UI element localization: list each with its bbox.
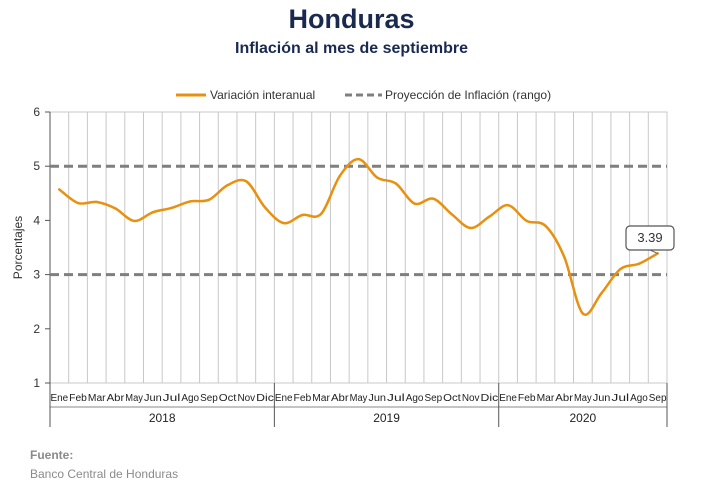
x-tick-label: Mar (88, 393, 106, 404)
data-point (226, 183, 229, 187)
data-point (207, 198, 211, 202)
data-point (581, 312, 585, 315)
x-tick-label: Jul (611, 393, 629, 404)
plot-frame (49, 111, 668, 384)
x-tick-label: Ene (275, 393, 293, 404)
y-tick-label: 4 (33, 213, 40, 227)
x-tick-label: Feb (518, 393, 536, 404)
x-tick-label: Jun (144, 393, 162, 404)
x-tick-label: May (125, 393, 143, 404)
year-label: 2018 (149, 411, 176, 425)
data-point (319, 212, 323, 216)
data-point (413, 202, 416, 205)
data-point (469, 226, 472, 230)
annotation-box (625, 225, 675, 251)
x-tick-label: Sep (649, 393, 667, 404)
data-point (301, 213, 304, 217)
data-point (619, 267, 622, 271)
y-tick-label: 6 (33, 105, 40, 119)
y-tick-label: 2 (33, 322, 40, 336)
x-tick-label: Abr (107, 393, 125, 404)
x-tick-label: Jun (368, 393, 386, 404)
x-tick-label: Ene (499, 393, 517, 404)
data-point (637, 262, 641, 265)
y-axis-label: Porcentajes (11, 216, 25, 279)
chart-subtitle: Inflación al mes de septiembre (235, 40, 468, 57)
data-point (600, 291, 603, 295)
y-tick-label: 5 (33, 159, 40, 173)
data-point (506, 204, 510, 207)
data-point (170, 206, 173, 210)
data-point (432, 197, 435, 200)
x-tick-label: May (574, 393, 592, 404)
x-tick-label: Sep (200, 393, 218, 404)
data-point (525, 219, 528, 223)
data-point (245, 180, 248, 183)
data-point (58, 188, 61, 191)
data-point (394, 182, 398, 185)
data-point (357, 157, 360, 161)
year-label: 2019 (373, 411, 400, 425)
x-tick-label: Ene (51, 393, 69, 404)
data-point (562, 255, 566, 258)
data-point (282, 221, 285, 225)
data-point (114, 207, 117, 210)
x-tick-label: Oct (219, 393, 237, 404)
x-tick-label: Jun (593, 393, 611, 404)
x-tick-label: Dic (481, 393, 499, 404)
data-point (544, 224, 547, 228)
x-tick-label: Jul (387, 393, 405, 404)
chart-title: Honduras (288, 4, 415, 34)
y-tick-label: 3 (33, 268, 40, 282)
source-label: Fuente: (30, 448, 74, 462)
data-point (151, 211, 155, 214)
data-point (132, 219, 136, 223)
data-point (263, 206, 267, 209)
x-tick-label: Feb (69, 393, 87, 404)
annotation-label: 3.39 (637, 230, 662, 245)
data-point (375, 176, 379, 179)
data-point (338, 174, 342, 178)
x-tick-label: Nov (462, 393, 480, 404)
x-tick-label: Ago (630, 393, 648, 404)
x-tick-label: Feb (294, 393, 312, 404)
x-tick-label: Ago (181, 393, 199, 404)
x-tick-label: Jul (163, 393, 181, 404)
x-tick-label: Mar (312, 393, 330, 404)
x-tick-label: Dic (256, 393, 274, 404)
data-point (488, 215, 491, 218)
legend-label-variacion-interanual: Variación interanual (210, 88, 315, 102)
legend-label-proyeccion: Proyección de Inflación (rango) (385, 88, 551, 102)
x-tick-label: Ago (406, 393, 424, 404)
x-tick-label: Nov (237, 393, 255, 404)
y-tick-label: 1 (33, 376, 40, 390)
series-line-variacion-interanual (58, 157, 659, 317)
x-tick-label: Abr (555, 393, 573, 404)
data-point (76, 201, 80, 205)
source-text: Banco Central de Honduras (30, 467, 179, 481)
data-point (189, 200, 192, 203)
x-tick-label: Abr (331, 393, 349, 404)
x-tick-label: May (350, 393, 368, 404)
x-tick-label: Sep (424, 393, 442, 404)
data-point (95, 200, 98, 204)
x-tick-label: Oct (443, 393, 461, 404)
year-label: 2020 (570, 411, 597, 425)
data-point (450, 213, 454, 216)
x-tick-label: Mar (537, 393, 555, 404)
